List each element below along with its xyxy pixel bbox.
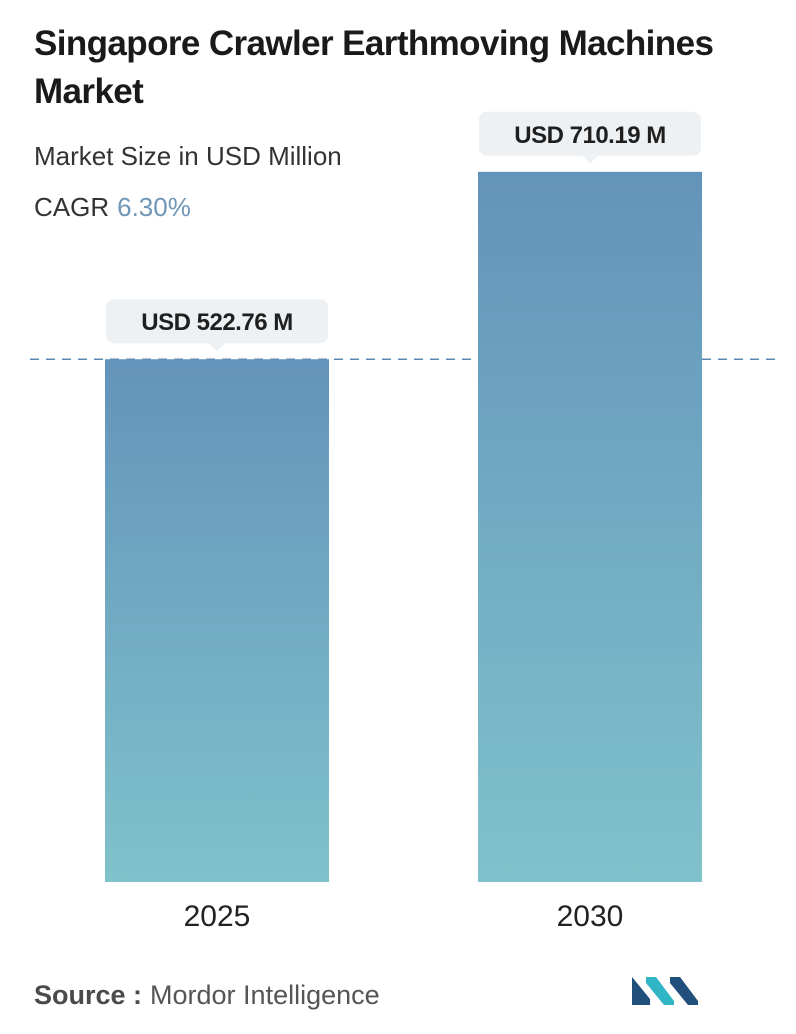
data-label-pointer	[209, 343, 225, 352]
data-label-bubble	[106, 299, 328, 344]
cagr-row: CAGR 6.30%	[34, 189, 191, 225]
logo-left-stroke	[632, 977, 650, 1005]
bar-2025	[105, 359, 329, 882]
source-value: Mordor Intelligence	[150, 980, 380, 1010]
data-label-text: USD 710.19 M	[514, 122, 665, 149]
data-label-text: USD 522.76 M	[141, 309, 292, 336]
chart-marks: USD 522.76 M 2025 USD 710.19 M 2030	[30, 111, 782, 933]
data-label-bubble	[479, 111, 701, 156]
chart-title: Singapore Crawler Earthmoving Machines M…	[34, 24, 714, 111]
bar-2030	[478, 171, 702, 882]
logo-right-stroke	[670, 977, 698, 1005]
data-label-2030: USD 710.19 M	[479, 111, 701, 164]
mordor-intelligence-logo-icon	[632, 977, 698, 1005]
x-tick-label-2025: 2025	[184, 900, 251, 933]
source-credit: Source : Mordor Intelligence	[34, 975, 380, 1015]
chart-subtitle: Market Size in USD Million	[34, 141, 342, 171]
logo-middle-stroke	[646, 977, 674, 1005]
source-label: Source :	[34, 980, 143, 1010]
cagr-value: 6.30%	[117, 192, 191, 222]
data-label-2025: USD 522.76 M	[106, 299, 328, 352]
cagr-label: CAGR	[34, 192, 110, 222]
x-tick-label-2030: 2030	[557, 900, 624, 933]
data-label-pointer	[582, 155, 598, 164]
